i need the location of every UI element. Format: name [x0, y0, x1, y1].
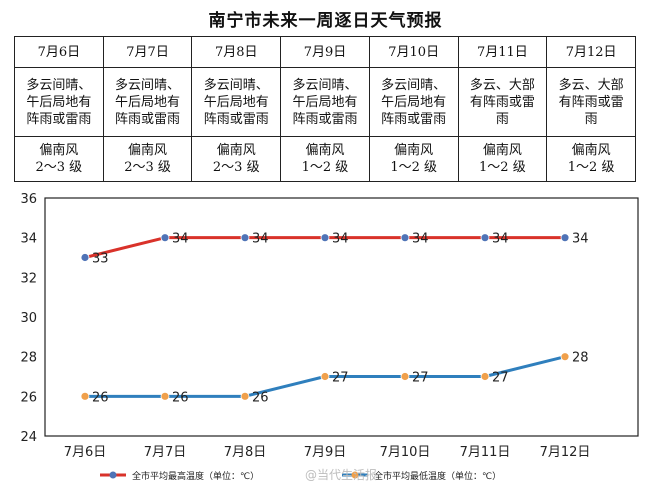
wind-direction: 偏南风	[394, 143, 434, 158]
high-temp-label: 34	[252, 232, 269, 247]
forecast-weather-cell: 多云间晴、午后局地有阵雨或雷雨	[191, 67, 282, 137]
x-tick-label: 7月10日	[380, 445, 431, 460]
wind-level: 2～3 级	[124, 160, 171, 175]
high-temp-point	[320, 233, 330, 243]
wind-level: 1～2 级	[390, 160, 437, 175]
forecast-weather-cell: 多云间晴、午后局地有阵雨或雷雨	[14, 67, 104, 137]
wind-direction: 偏南风	[128, 143, 168, 158]
forecast-weather: 多云间晴、午后局地有阵雨或雷雨	[292, 77, 358, 127]
x-tick-label: 7月11日	[460, 445, 511, 460]
y-tick-label: 26	[20, 390, 37, 405]
wind-level: 1～2 级	[301, 160, 349, 175]
forecast-table: 7月6日 7月7日 7月8日 7月9日 7月10日 7月11日 7月12日 多云…	[14, 36, 636, 182]
high-temp-label: 34	[172, 232, 189, 247]
high-temp-label: 34	[332, 232, 349, 247]
low-temp-point	[560, 352, 570, 362]
low-temp-point	[400, 372, 410, 381]
high-temp-point	[160, 233, 170, 243]
page-title: 南宁市未来一周逐日天气预报	[208, 11, 443, 31]
wind-direction: 偏南风	[39, 143, 79, 158]
x-tick-label: 7月6日	[64, 445, 107, 460]
wind-direction: 偏南风	[482, 143, 522, 158]
plot-frame	[44, 197, 639, 437]
forecast-weather-cell: 多云、大部有阵雨或雷雨	[546, 67, 636, 137]
wind-level: 2～3 级	[35, 160, 83, 175]
forecast-weather: 多云间晴、午后局地有阵雨或雷雨	[115, 77, 181, 127]
forecast-date: 7月10日	[368, 36, 459, 68]
x-tick-label: 7月9日	[304, 445, 347, 460]
x-tick-label: 7月7日	[144, 445, 187, 460]
low-temp-label: 28	[572, 351, 589, 366]
watermark-text: @当代生活报	[305, 467, 377, 482]
forecast-wind-cell: 偏南风 1～2 级	[457, 136, 548, 182]
high-temp-label: 33	[92, 252, 109, 267]
y-tick-label: 24	[20, 430, 37, 445]
forecast-weather-row: 多云间晴、午后局地有阵雨或雷雨 多云间晴、午后局地有阵雨或雷雨 多云间晴、午后局…	[14, 67, 636, 137]
high-temp-point	[480, 233, 490, 243]
high-temp-point	[400, 233, 410, 243]
x-tick-label: 7月12日	[540, 445, 591, 460]
forecast-weather-cell: 多云间晴、午后局地有阵雨或雷雨	[280, 67, 370, 137]
high-temp-label: 34	[412, 232, 429, 247]
low-temp-label: 27	[332, 371, 349, 386]
low-temp-label: 26	[172, 390, 189, 405]
forecast-weather: 多云、大部有阵雨或雷雨	[469, 77, 535, 127]
y-tick-label: 36	[20, 192, 37, 207]
low-temp-point	[160, 391, 170, 401]
legend-low-marker	[351, 471, 359, 479]
forecast-weather-cell: 多云间晴、午后局地有阵雨或雷雨	[368, 67, 459, 137]
wind-level: 1～2 级	[479, 160, 526, 175]
forecast-weather: 多云、大部有阵雨或雷雨	[558, 77, 624, 127]
y-tick-label: 32	[20, 271, 37, 286]
wind-level: 1～2 级	[567, 160, 615, 175]
forecast-wind-cell: 偏南风 2～3 级	[14, 136, 104, 182]
wind-direction: 偏南风	[571, 143, 611, 158]
forecast-date: 7月6日	[14, 36, 104, 68]
high-temp-point	[560, 233, 570, 243]
low-temp-label: 27	[492, 371, 509, 386]
low-temp-point	[80, 391, 90, 401]
temperature-chart: 24 26 28 30 32 34 36 7月6日 7月7日 7月8日 7月9日 7月10日 7月11日…	[20, 192, 639, 482]
wind-level: 2～3 级	[212, 160, 260, 175]
forecast-date: 7月11日	[457, 36, 548, 68]
legend-high-label: 全市平均最高温度（单位：℃）	[132, 470, 259, 482]
y-tick-label: 30	[20, 311, 37, 326]
forecast-weather: 多云间晴、午后局地有阵雨或雷雨	[203, 77, 269, 127]
forecast-weather-cell: 多云间晴、午后局地有阵雨或雷雨	[102, 67, 193, 137]
forecast-wind-cell: 偏南风 1～2 级	[280, 136, 370, 182]
y-tick-label: 28	[20, 351, 37, 366]
wind-direction: 偏南风	[216, 143, 256, 158]
forecast-weather: 多云间晴、午后局地有阵雨或雷雨	[26, 77, 92, 127]
forecast-weather-cell: 多云、大部有阵雨或雷雨	[457, 67, 548, 137]
high-temp-point	[240, 233, 250, 243]
wind-direction: 偏南风	[305, 143, 345, 158]
low-temp-point	[480, 372, 490, 381]
high-temp-point	[80, 253, 90, 262]
legend-low-label: 全市平均最低温度（单位：℃）	[374, 470, 501, 482]
forecast-date: 7月8日	[191, 36, 282, 68]
low-temp-label: 27	[412, 371, 429, 386]
high-temp-label: 34	[572, 232, 589, 247]
low-temp-label: 26	[92, 390, 109, 405]
low-temp-point	[240, 391, 250, 401]
forecast-date: 7月9日	[280, 36, 370, 68]
forecast-wind-cell: 偏南风 2～3 级	[102, 136, 193, 182]
high-temp-label: 34	[492, 232, 509, 247]
forecast-wind-cell: 偏南风 1～2 级	[546, 136, 636, 182]
y-tick-label: 34	[20, 232, 37, 247]
forecast-weather: 多云间晴、午后局地有阵雨或雷雨	[381, 77, 447, 127]
forecast-date-row: 7月6日 7月7日 7月8日 7月9日 7月10日 7月11日 7月12日	[14, 36, 636, 68]
low-temp-label: 26	[252, 390, 269, 405]
low-temp-point	[320, 372, 330, 381]
x-tick-label: 7月8日	[224, 445, 267, 460]
legend-high-marker	[109, 471, 117, 479]
forecast-date: 7月7日	[102, 36, 193, 68]
forecast-wind-row: 偏南风 2～3 级 偏南风 2～3 级 偏南风 2～3 级 偏南风 1～2 级 偏南风 1…	[14, 136, 636, 182]
forecast-wind-cell: 偏南风 2～3 级	[191, 136, 282, 182]
forecast-wind-cell: 偏南风 1～2 级	[368, 136, 459, 182]
forecast-date: 7月12日	[546, 36, 636, 68]
